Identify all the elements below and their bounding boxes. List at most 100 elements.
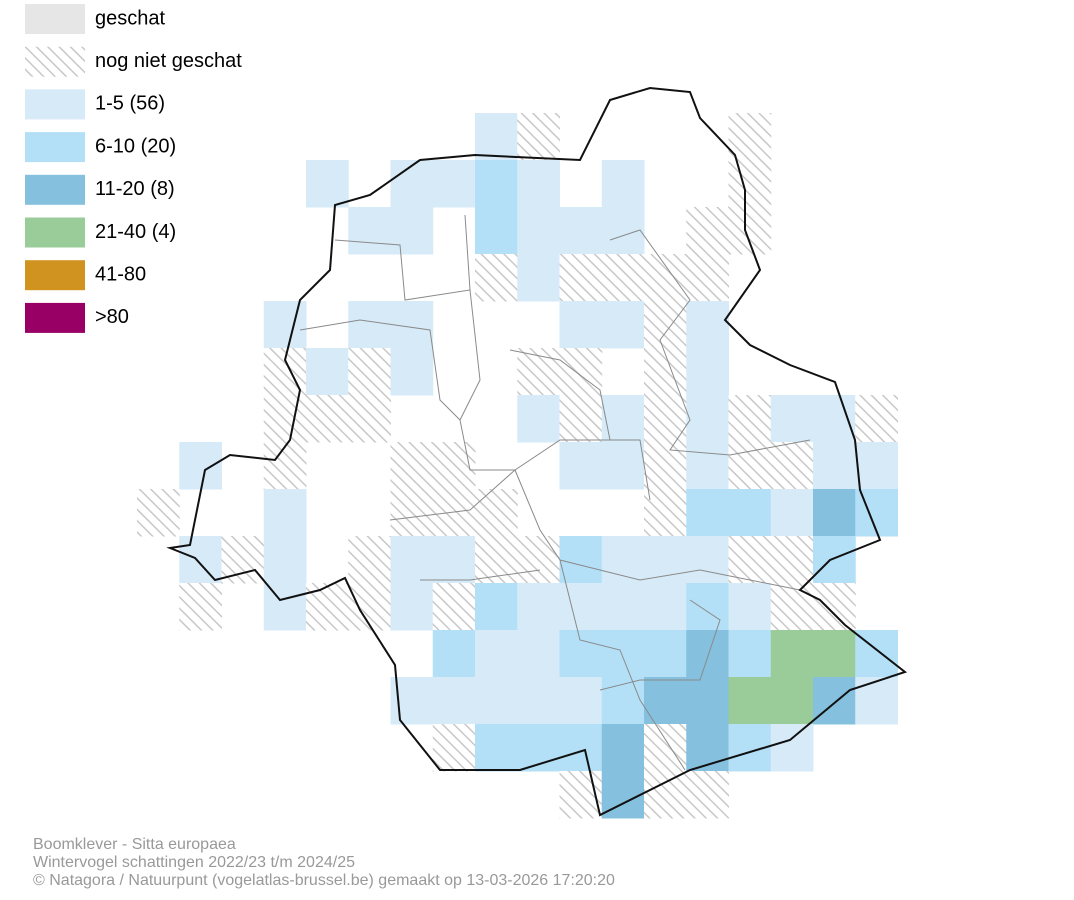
- grid-cells: [137, 113, 898, 819]
- grid-cell: [601, 395, 645, 443]
- legend-label: 41-80: [95, 263, 146, 285]
- grid-cell: [686, 489, 729, 537]
- grid-cell: [770, 442, 814, 490]
- grid-cell: [686, 348, 729, 396]
- grid-cell: [559, 442, 603, 490]
- grid-cell: [390, 207, 434, 255]
- grid-cell: [644, 301, 687, 349]
- grid-cell: [601, 254, 645, 302]
- grid-cell: [475, 583, 518, 631]
- grid-cell: [770, 630, 814, 678]
- grid-cell: [728, 442, 772, 490]
- grid-cell: [770, 395, 814, 443]
- grid-cell: [728, 113, 772, 161]
- grid-cell: [559, 724, 603, 772]
- grid-cell: [559, 630, 603, 678]
- grid-cell: [475, 630, 518, 678]
- grid-cell: [390, 160, 434, 208]
- grid-cell: [263, 301, 307, 349]
- grid-cell: [601, 536, 645, 584]
- legend-swatch: [25, 89, 85, 120]
- grid-cell: [601, 160, 645, 208]
- grid-cell: [601, 442, 645, 490]
- grid-cell: [686, 301, 729, 349]
- grid-cell: [686, 536, 729, 584]
- grid-cell: [728, 630, 772, 678]
- grid-cell: [644, 489, 687, 537]
- grid-cell: [728, 160, 772, 208]
- grid-cell: [644, 677, 687, 725]
- grid-cell: [559, 301, 603, 349]
- grid-cell: [601, 724, 645, 772]
- grid-cell: [348, 301, 391, 349]
- grid-cell: [770, 583, 814, 631]
- legend-label: nog niet geschat: [95, 50, 242, 72]
- grid-cell: [855, 677, 898, 725]
- grid-cell: [601, 583, 645, 631]
- grid-cell: [686, 254, 729, 302]
- grid-cell: [475, 489, 518, 537]
- grid-cell: [432, 630, 476, 678]
- grid-cell: [728, 489, 772, 537]
- grid-cell: [686, 395, 729, 443]
- grid-cell: [644, 254, 687, 302]
- grid-cell: [686, 724, 729, 772]
- legend-swatch: [25, 217, 85, 248]
- grid-cell: [348, 536, 391, 584]
- grid-cell: [601, 301, 645, 349]
- legend-swatch: [25, 4, 85, 34]
- grid-cell: [559, 677, 603, 725]
- grid-cell: [644, 630, 687, 678]
- grid-cell: [263, 489, 307, 537]
- grid-cell: [559, 536, 603, 584]
- grid-cell: [686, 583, 729, 631]
- grid-cell: [263, 442, 307, 490]
- legend-label: >80: [95, 306, 129, 328]
- grid-cell: [517, 348, 560, 396]
- grid-cell: [559, 583, 603, 631]
- grid-cell: [475, 113, 518, 161]
- grid-cell: [475, 536, 518, 584]
- grid-cell: [432, 583, 476, 631]
- grid-cell: [137, 489, 180, 537]
- municipality-borders: [299, 214, 811, 771]
- legend-swatch: [25, 132, 85, 163]
- grid-cell: [179, 442, 222, 490]
- grid-cell: [813, 395, 856, 443]
- legend-swatch: [25, 46, 85, 77]
- legend-swatch: [25, 260, 85, 291]
- grid-cell: [432, 536, 476, 584]
- grid-cell: [517, 677, 560, 725]
- grid-cell: [728, 207, 772, 255]
- legend-label: 1-5 (56): [95, 93, 165, 115]
- grid-cell: [348, 207, 391, 255]
- grid-cell: [813, 677, 856, 725]
- grid-cell: [475, 724, 518, 772]
- grid-cell: [306, 395, 349, 443]
- grid-cell: [770, 724, 814, 772]
- grid-cell: [644, 724, 687, 772]
- grid-cell: [432, 160, 476, 208]
- grid-cell: [390, 348, 434, 396]
- grid-cell: [728, 677, 772, 725]
- grid-cell: [390, 442, 434, 490]
- grid-cell: [306, 160, 349, 208]
- grid-cell: [306, 348, 349, 396]
- grid-cell: [813, 536, 856, 584]
- grid-cell: [855, 442, 898, 490]
- grid-cell: [263, 583, 307, 631]
- grid-cell: [559, 254, 603, 302]
- grid-cell: [770, 536, 814, 584]
- grid-cell: [644, 442, 687, 490]
- grid-cell: [517, 207, 560, 255]
- grid-cell: [179, 536, 222, 584]
- grid-cell: [517, 583, 560, 631]
- grid-cell: [517, 536, 560, 584]
- legend: geschat nog niet geschat 1-5 (56) 6-10 (20)…: [25, 4, 242, 333]
- legend-label: geschat: [95, 7, 165, 29]
- grid-cell: [179, 583, 222, 631]
- grid-cell: [432, 489, 476, 537]
- grid-cell: [644, 583, 687, 631]
- grid-cell: [559, 207, 603, 255]
